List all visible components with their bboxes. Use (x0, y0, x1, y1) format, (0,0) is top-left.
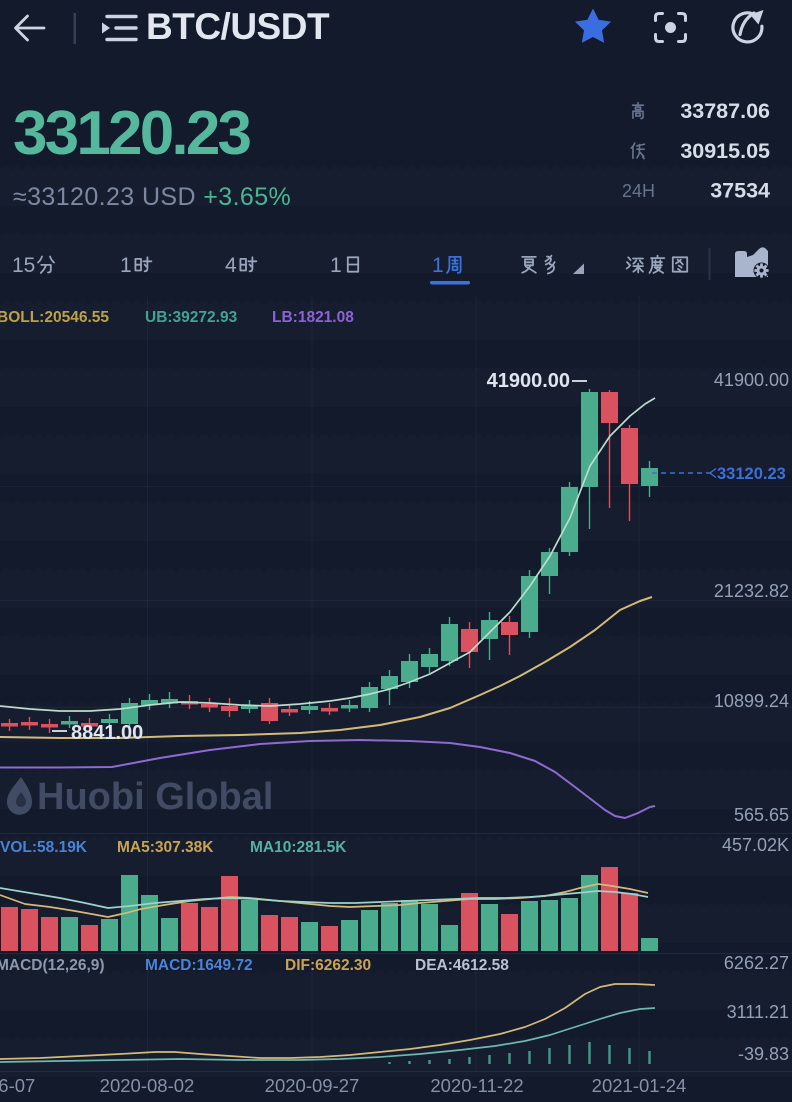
svg-text:MACD:1649.72: MACD:1649.72 (145, 957, 253, 974)
svg-text:2020-08-02: 2020-08-02 (100, 1075, 195, 1096)
svg-text:41900.00: 41900.00 (714, 370, 789, 390)
svg-text:DIF:6262.30: DIF:6262.30 (285, 957, 371, 974)
svg-text:3111.21: 3111.21 (727, 1002, 789, 1022)
svg-text:4: 4 (225, 254, 237, 277)
svg-text:33120.23: 33120.23 (717, 465, 786, 483)
svg-text:MA10:281.5K: MA10:281.5K (250, 839, 347, 856)
svg-text:41900.00: 41900.00 (487, 370, 570, 392)
svg-text:2020-06-07: 2020-06-07 (0, 1075, 35, 1096)
svg-text:UB:39272.93: UB:39272.93 (145, 309, 238, 326)
svg-text:MA5:307.38K: MA5:307.38K (117, 839, 214, 856)
svg-text:8841.00: 8841.00 (71, 722, 143, 744)
svg-text:1: 1 (120, 254, 132, 277)
svg-text:565.65: 565.65 (734, 805, 789, 825)
svg-text:2020-09-27: 2020-09-27 (265, 1075, 360, 1096)
svg-text:457.02K: 457.02K (722, 835, 789, 855)
svg-text:24H: 24H (622, 181, 655, 201)
svg-text:2021-01-24: 2021-01-24 (592, 1075, 687, 1096)
svg-text:30915.05: 30915.05 (680, 139, 770, 163)
svg-text:DEA:4612.58: DEA:4612.58 (415, 957, 509, 974)
svg-text:MACD(12,26,9): MACD(12,26,9) (0, 957, 105, 974)
svg-text:VOL:58.19K: VOL:58.19K (0, 839, 88, 856)
svg-text:15: 15 (12, 254, 35, 277)
svg-text:33787.06: 33787.06 (680, 99, 770, 123)
svg-text:≈33120.23 USD +3.65%: ≈33120.23 USD +3.65% (13, 183, 291, 211)
svg-text:Huobi Global: Huobi Global (37, 776, 273, 818)
svg-text:1: 1 (432, 254, 444, 277)
svg-text:21232.82: 21232.82 (714, 581, 789, 601)
svg-text:BOLL:20546.55: BOLL:20546.55 (0, 309, 109, 326)
svg-text:10899.24: 10899.24 (714, 691, 789, 711)
svg-text:33120.23: 33120.23 (13, 99, 251, 168)
svg-text:-39.83: -39.83 (738, 1044, 789, 1064)
svg-text:1: 1 (330, 254, 342, 277)
svg-text:37534: 37534 (710, 179, 770, 203)
svg-text:6262.27: 6262.27 (724, 953, 789, 973)
svg-text:2020-11-22: 2020-11-22 (430, 1075, 523, 1096)
svg-text:BTC/USDT: BTC/USDT (146, 6, 330, 47)
svg-text:LB:1821.08: LB:1821.08 (272, 309, 354, 326)
